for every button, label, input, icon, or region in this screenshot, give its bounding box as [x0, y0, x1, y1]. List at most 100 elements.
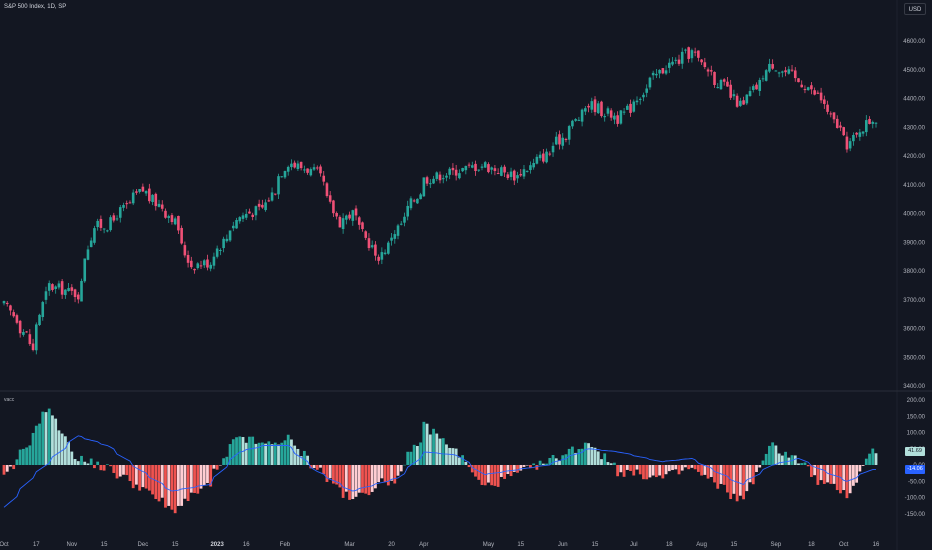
candle-body	[729, 84, 732, 98]
candle-body	[774, 70, 778, 72]
histogram-bar	[377, 465, 381, 483]
price-axis[interactable]: 4600.00 4500.00 4400.00 4300.00 4200.00 4100.…	[903, 39, 925, 390]
candle-body	[516, 175, 519, 179]
candle-body	[868, 118, 871, 124]
candle-body	[829, 113, 833, 115]
histogram-bar	[671, 465, 674, 471]
histogram-bar	[793, 455, 797, 465]
candle-body	[319, 166, 322, 174]
histogram-bar	[451, 448, 455, 465]
candle-body	[164, 210, 167, 218]
candle-body	[719, 79, 723, 90]
histogram-bar	[167, 465, 171, 506]
histogram-bar	[842, 465, 846, 491]
histogram-bar	[797, 463, 800, 465]
time-axis-label: 15	[592, 542, 599, 548]
candle-body	[199, 265, 203, 267]
price-pane[interactable]	[2, 46, 878, 355]
histogram-bar	[86, 463, 90, 465]
candle-body	[106, 230, 109, 232]
candle-body	[151, 194, 154, 202]
histogram-bar	[293, 445, 297, 465]
candle-body	[332, 200, 335, 214]
histogram-bar	[299, 456, 303, 465]
time-axis[interactable]: Oct 17 Nov 15 Dec 15 2023 16 Feb Mar 20 Apr May 15 Jun…	[0, 542, 880, 548]
candle-body	[70, 287, 74, 291]
histogram-bar	[206, 465, 209, 484]
candle-body	[470, 165, 474, 168]
candle-body	[54, 286, 57, 289]
histogram-bar	[561, 455, 565, 465]
histogram-bar	[564, 454, 568, 465]
candle-body	[277, 176, 280, 195]
histogram-bar	[457, 457, 461, 465]
currency-button[interactable]: USD	[904, 3, 926, 15]
histogram-bar	[654, 465, 658, 478]
indicator-name[interactable]: vacc	[4, 397, 15, 403]
candle-body	[668, 62, 671, 68]
histogram-bar	[490, 465, 494, 486]
candle-body	[538, 154, 542, 159]
candle-body	[742, 100, 745, 105]
histogram-bar	[186, 465, 190, 502]
candle-body	[458, 173, 461, 179]
histogram-bar	[251, 436, 255, 465]
candle-body	[490, 167, 493, 170]
histogram-bar	[125, 465, 129, 476]
time-axis-label: Apr	[419, 542, 428, 548]
histogram-bar	[813, 465, 817, 476]
histogram-bar	[60, 433, 64, 465]
histogram-bar	[319, 465, 322, 468]
candle-body	[86, 249, 90, 260]
histogram-bar	[270, 444, 274, 465]
histogram-bar	[567, 448, 571, 465]
candle-body	[839, 125, 842, 128]
time-axis-label: May	[483, 542, 494, 548]
histogram-bar	[177, 465, 180, 506]
histogram-bar	[422, 421, 426, 465]
histogram-bar	[493, 465, 497, 486]
histogram-bar	[616, 465, 620, 477]
candle-body	[651, 72, 655, 76]
histogram-bar	[751, 465, 755, 485]
histogram-bar	[674, 465, 678, 470]
histogram-bar	[277, 444, 280, 465]
time-axis-label: Jun	[558, 542, 568, 548]
symbol-title[interactable]: S&P 500 Index, 1D, SP	[4, 4, 67, 10]
candle-body	[664, 70, 668, 74]
histogram-bar	[742, 465, 745, 500]
candle-body	[800, 84, 804, 88]
candle-body	[173, 218, 177, 225]
histogram-bar	[393, 465, 397, 484]
candle-body	[761, 78, 765, 80]
candle-body	[232, 225, 235, 229]
histogram-bar	[361, 465, 364, 493]
histogram-bar	[135, 465, 138, 485]
histogram-bar	[764, 453, 768, 465]
histogram-bar	[719, 465, 723, 484]
candle-body	[464, 165, 468, 171]
candle-body	[448, 168, 451, 175]
oscillator-pane[interactable]	[2, 408, 878, 514]
candle-body	[238, 217, 242, 222]
histogram-bar	[716, 465, 720, 489]
oscillator-axis-label: -150.00	[905, 512, 926, 518]
candle-body	[183, 245, 187, 256]
candle-body	[196, 263, 200, 269]
histogram-bar	[810, 465, 813, 477]
candle-body	[823, 99, 826, 104]
histogram-bar	[164, 465, 167, 508]
candle-body	[871, 121, 875, 124]
candle-body	[584, 108, 587, 112]
histogram-bar	[225, 456, 229, 465]
histogram-bar	[406, 451, 410, 465]
histogram-bar	[732, 465, 736, 494]
candle-body	[790, 69, 794, 71]
candle-body	[438, 174, 442, 181]
histogram-bar	[54, 418, 58, 465]
histogram-bar	[574, 452, 578, 465]
candle-body	[261, 204, 264, 208]
price-axis-label: 3600.00	[903, 327, 925, 333]
histogram-bar	[609, 463, 613, 465]
